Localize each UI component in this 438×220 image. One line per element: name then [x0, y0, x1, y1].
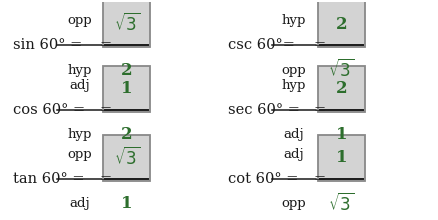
Text: opp: opp: [67, 148, 92, 161]
Text: 1: 1: [336, 126, 347, 143]
Text: cos 60° =: cos 60° =: [13, 103, 85, 117]
FancyBboxPatch shape: [103, 66, 150, 112]
Text: $\sqrt{3}$: $\sqrt{3}$: [328, 59, 354, 81]
Text: =: =: [99, 38, 111, 52]
FancyBboxPatch shape: [318, 1, 365, 48]
Text: hyp: hyp: [282, 79, 306, 92]
Text: cot 60° =: cot 60° =: [228, 172, 298, 186]
Text: 2: 2: [121, 62, 133, 79]
Text: adj: adj: [284, 148, 304, 161]
Text: $\sqrt{3}$: $\sqrt{3}$: [113, 147, 140, 169]
Text: 1: 1: [121, 195, 132, 212]
Text: adj: adj: [69, 197, 90, 210]
Text: tan 60° =: tan 60° =: [13, 172, 85, 186]
Text: $\sqrt{3}$: $\sqrt{3}$: [328, 193, 354, 215]
FancyBboxPatch shape: [318, 66, 365, 112]
Text: csc 60°=: csc 60°=: [228, 38, 294, 52]
Text: opp: opp: [282, 64, 307, 77]
Text: hyp: hyp: [282, 14, 306, 27]
Text: =: =: [99, 172, 111, 186]
Text: hyp: hyp: [67, 128, 92, 141]
Text: opp: opp: [282, 197, 307, 210]
Text: $\sqrt{3}$: $\sqrt{3}$: [113, 13, 140, 35]
Text: sin 60° =: sin 60° =: [13, 38, 82, 52]
Text: =: =: [314, 103, 326, 117]
Text: sec 60° =: sec 60° =: [228, 103, 300, 117]
Text: opp: opp: [67, 14, 92, 27]
Text: 2: 2: [336, 81, 347, 97]
Text: =: =: [314, 38, 326, 52]
Text: 2: 2: [336, 16, 347, 33]
Text: =: =: [99, 103, 111, 117]
Text: adj: adj: [284, 128, 304, 141]
Text: 1: 1: [336, 149, 347, 167]
Text: hyp: hyp: [67, 64, 92, 77]
FancyBboxPatch shape: [103, 1, 150, 48]
Text: =: =: [314, 172, 326, 186]
FancyBboxPatch shape: [318, 135, 365, 181]
Text: 2: 2: [121, 126, 133, 143]
Text: 1: 1: [121, 81, 132, 97]
Text: adj: adj: [69, 79, 90, 92]
FancyBboxPatch shape: [103, 135, 150, 181]
